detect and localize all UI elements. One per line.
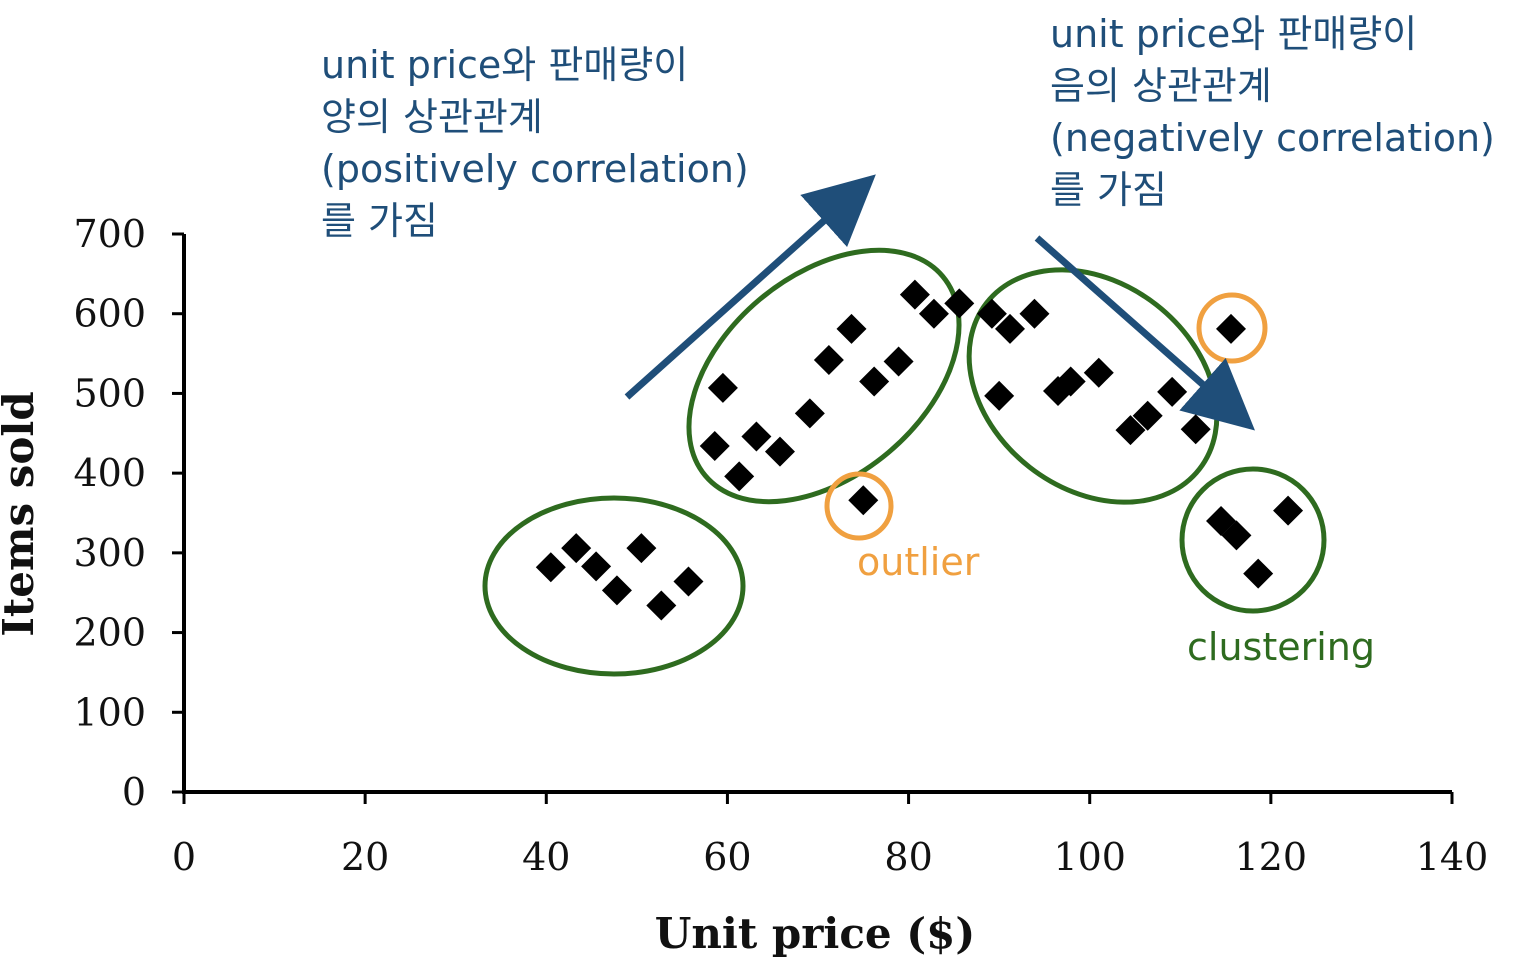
data-point [1273,495,1304,526]
positive-note-line-1: unit price와 판매량이 [321,43,688,87]
data-point [1157,376,1188,407]
data-point [836,313,867,344]
cluster-ellipse-rising [686,247,962,505]
data-point [1055,366,1086,397]
data-point [601,575,632,606]
x-tick-label: 0 [172,835,196,879]
x-tick-label: 120 [1235,835,1308,879]
data-point [1243,558,1274,589]
positive-note-line-4: 를 가짐 [321,199,438,243]
data-point [813,344,844,375]
cluster-ellipse-high-price [1179,466,1327,614]
y-tick-label: 700 [73,212,146,256]
y-tick-label: 600 [73,292,146,336]
data-point [561,533,592,564]
positive-note-line-3: (positively correlation) [321,147,749,191]
negative-note-line-4: 를 가짐 [1050,168,1167,212]
x-ticks: 0 20 40 60 80 100 120 140 [172,792,1488,879]
negative-correlation-note: unit price와 판매량이 음의 상관관계 (negatively cor… [1050,12,1495,212]
negative-note-line-2: 음의 상관관계 [1050,64,1272,108]
positive-note-line-2: 양의 상관관계 [321,95,543,139]
data-point [699,431,730,462]
data-point [848,485,879,516]
data-point [984,380,1015,411]
data-point [646,590,677,621]
data-point [673,566,704,597]
y-tick-label: 0 [122,770,146,814]
positive-correlation-note: unit price와 판매량이 양의 상관관계 (positively cor… [321,43,749,243]
x-tick-label: 140 [1416,835,1489,879]
data-point [724,461,755,492]
data-point [1221,520,1252,551]
data-points [535,279,1304,621]
outlier-label: outlier [857,540,980,584]
axes [182,234,1452,794]
data-point [995,313,1026,344]
data-point [1132,400,1163,431]
data-point [918,298,949,329]
y-axis-title: Items sold [0,391,43,636]
data-point [1115,415,1146,446]
clustering-label: clustering [1187,625,1375,669]
data-point [1083,357,1114,388]
data-point [581,551,612,582]
data-point [976,298,1007,329]
data-point [1019,298,1050,329]
cluster-ellipse-low [482,495,746,677]
x-tick-label: 60 [703,835,751,879]
cluster-ellipse-falling [966,267,1220,505]
y-tick-label: 100 [73,690,146,734]
data-point [899,279,930,310]
y-tick-label: 200 [73,611,146,655]
data-point [535,552,566,583]
outlier-circle-1 [824,471,894,541]
x-axis-title: Unit price ($) [655,909,975,958]
negative-trend-arrow [1034,235,1255,431]
positive-trend-arrow [624,174,876,400]
y-tick-label: 500 [73,371,146,415]
cluster-ellipses [482,247,1327,677]
data-point [741,421,772,452]
y-ticks: 0 100 200 300 400 500 600 700 [73,212,184,814]
data-point [1180,414,1211,445]
data-point [764,436,795,467]
y-tick-label: 300 [73,531,146,575]
y-tick-label: 400 [73,451,146,495]
outlier-circles [824,292,1268,541]
data-point [944,288,975,319]
negative-note-line-1: unit price와 판매량이 [1050,12,1417,56]
data-point [859,366,890,397]
x-tick-label: 80 [884,835,932,879]
data-point [1216,313,1247,344]
data-point [707,372,738,403]
data-point [883,346,914,377]
negative-note-line-3: (negatively correlation) [1050,116,1495,160]
data-point [794,398,825,429]
x-tick-label: 100 [1053,835,1126,879]
x-tick-label: 40 [522,835,570,879]
x-tick-label: 20 [341,835,389,879]
data-point [626,533,657,564]
